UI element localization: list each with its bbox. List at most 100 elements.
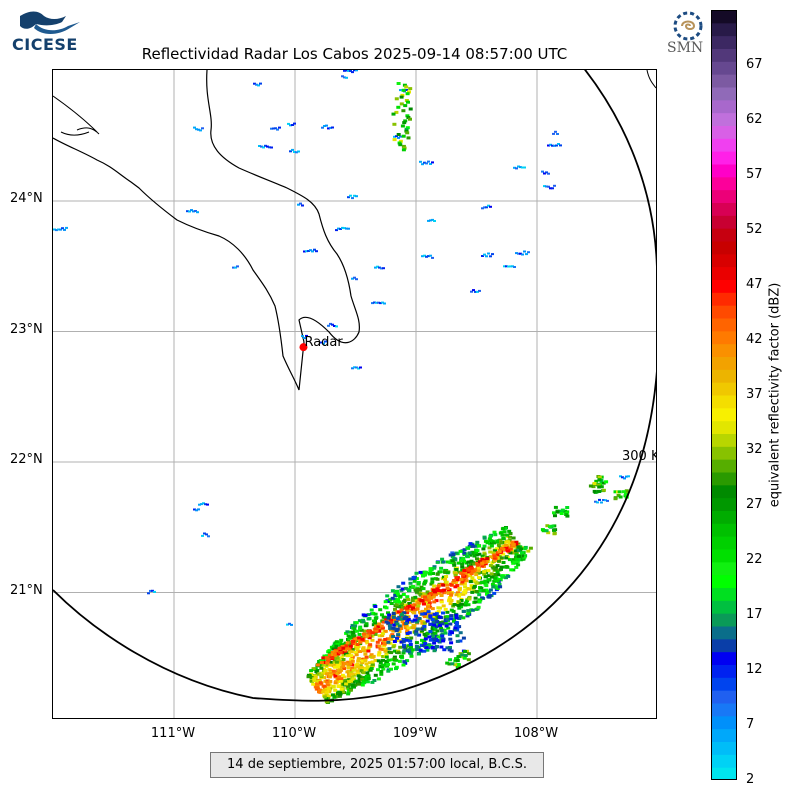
radar-echo-pixel [482, 570, 487, 573]
radar-echo-pixel [414, 641, 419, 645]
radar-echo-pixel [449, 614, 454, 618]
radar-echo-pixel [370, 638, 375, 642]
map-title: Reflectividad Radar Los Cabos 2025-09-14… [141, 45, 568, 63]
radar-echo-pixel [315, 682, 319, 686]
radar-echo-pixel [389, 637, 394, 641]
radar-echo-pixel [417, 617, 422, 620]
radar-echo-pixel [450, 662, 455, 666]
radar-echo-pixel [482, 572, 487, 576]
radar-echo-pixel [359, 666, 364, 670]
radar-echo-pixel [347, 682, 351, 686]
colorbar-swatch [711, 715, 737, 730]
radar-echo-pixel [377, 651, 382, 655]
radar-echo-pixel [602, 499, 605, 501]
radar-echo-pixel [339, 677, 344, 681]
radar-echo-pixel [457, 606, 462, 610]
radar-echo-pixel [419, 644, 424, 648]
radar-echo-pixel [551, 144, 554, 147]
radar-echo-pixel [514, 561, 519, 565]
radar-echo-pixel [347, 196, 350, 199]
radar-echo-pixel [430, 577, 435, 581]
radar-echo-pixel [422, 573, 427, 577]
radar-echo-pixel [482, 536, 487, 540]
radar-echo-pixel [456, 655, 461, 659]
radar-echo-pixel [457, 617, 462, 620]
radar-echo-pixel [343, 70, 346, 72]
radar-echo-pixel [440, 622, 445, 626]
radar-echo-pixel [361, 668, 366, 672]
radar-echo-pixel [153, 590, 156, 593]
radar-echo-pixel [353, 637, 358, 641]
radar-echo-pixel [197, 508, 200, 511]
radar-echo-pixel [436, 635, 441, 639]
radar-echo-pixel [502, 530, 507, 534]
radar-echo-pixel [364, 655, 369, 659]
radar-echo-pixel [384, 653, 389, 657]
radar-echo-pixel [457, 600, 461, 604]
radar-echo-pixel [367, 645, 372, 649]
radar-echo-pixel [326, 659, 331, 663]
radar-echo-pixel [357, 619, 362, 623]
radar-echo-pixel [425, 648, 430, 652]
radar-echo-pixel [387, 637, 392, 641]
radar-echo-pixel [293, 151, 296, 153]
radar-echo-pixel [490, 539, 495, 543]
radar-echo-pixel [458, 631, 463, 635]
radar-echo-pixel [319, 659, 324, 663]
radar-echo-pixel [401, 593, 406, 596]
radar-echo-pixel [350, 630, 355, 634]
radar-echo-pixel [455, 639, 460, 643]
radar-echo-pixel [352, 627, 357, 630]
radar-echo-pixel [401, 134, 406, 138]
radar-echo-pixel [475, 561, 480, 565]
radar-echo-pixel [389, 617, 393, 621]
radar-map: Radar 300 Km [52, 69, 657, 719]
radar-echo-pixel [460, 562, 465, 566]
radar-echo-pixel [349, 650, 354, 654]
radar-echo-pixel [499, 556, 504, 560]
radar-echo-pixel [410, 619, 415, 623]
radar-echo-pixel [311, 682, 316, 686]
radar-echo-pixel [301, 335, 304, 338]
radar-echo-pixel [450, 551, 455, 555]
radar-echo-pixel [523, 547, 528, 551]
radar-echo-pixel [492, 555, 497, 559]
colorbar-swatch [711, 253, 737, 268]
radar-echo-pixel [598, 498, 601, 501]
radar-echo-pixel [415, 619, 420, 622]
colorbar-swatch [711, 151, 737, 165]
radar-echo-pixel [383, 629, 388, 633]
radar-echo-pixel [345, 70, 348, 72]
radar-echo-pixel [481, 255, 484, 257]
radar-echo-pixel [380, 613, 384, 617]
radar-echo-pixel [448, 553, 453, 557]
radar-echo-pixel [407, 90, 411, 94]
radar-echo-pixel [545, 185, 548, 188]
radar-echo-pixel [379, 672, 384, 676]
radar-echo-pixel [404, 129, 409, 133]
radar-echo-pixel [374, 624, 379, 628]
radar-echo-pixel [444, 624, 449, 628]
radar-echo-pixel [478, 570, 483, 574]
radar-echo-pixel [323, 125, 326, 127]
radar-echo-pixel [361, 613, 366, 617]
radar-echo-pixel [430, 626, 435, 629]
radar-echo-pixel [322, 695, 327, 699]
radar-site-marker [299, 343, 308, 352]
colorbar-swatch [711, 472, 737, 486]
radar-echo-pixel [592, 489, 597, 493]
radar-echo-pixel [487, 595, 492, 599]
radar-echo-pixel [501, 544, 506, 548]
radar-echo-pixel [409, 645, 413, 649]
radar-echo-pixel [359, 366, 362, 369]
radar-echo-pixel [371, 623, 376, 627]
radar-echo-pixel [516, 542, 521, 546]
radar-echo-pixel [441, 604, 446, 608]
radar-echo-pixel [391, 615, 396, 619]
radar-echo-pixel [441, 560, 446, 564]
radar-echo-pixel [324, 656, 329, 660]
radar-echo-pixel [436, 585, 441, 588]
radar-label: Radar [304, 335, 343, 350]
radar-echo-pixel [491, 551, 496, 555]
smn-logo: SMN [664, 10, 712, 62]
